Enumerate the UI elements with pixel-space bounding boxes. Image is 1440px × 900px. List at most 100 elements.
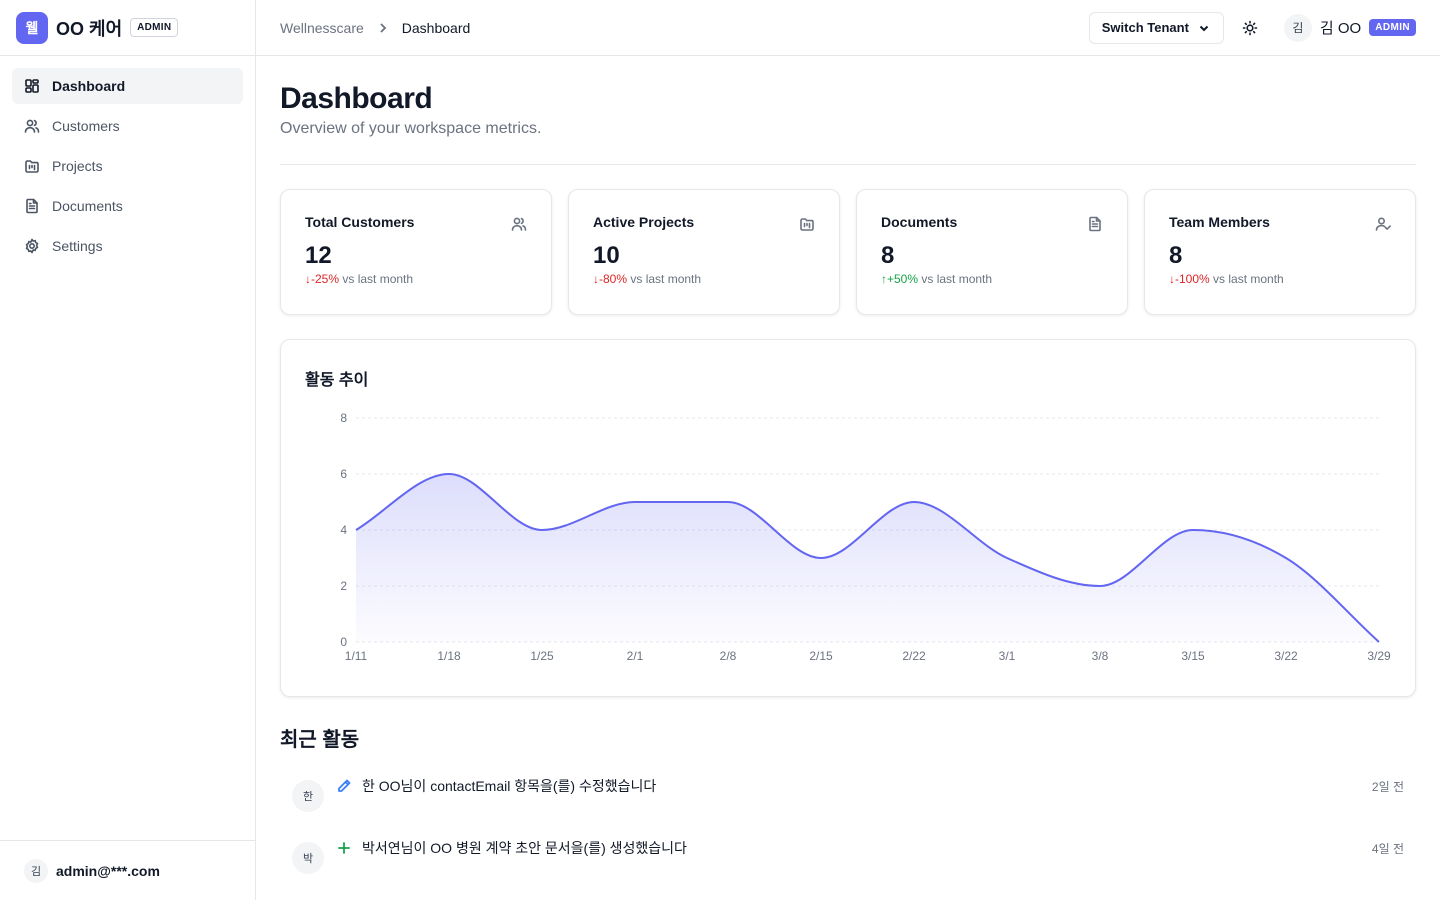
stat-change-value: +50%	[887, 272, 919, 286]
data-point	[354, 528, 358, 532]
activity-trend-card: 활동 추이 0 2 4 6 8 1/11 1/18 1/25 2/1 2/8 2/15 2/22 3/1…	[280, 339, 1416, 697]
activity-list: 한 한 OO님이 contactEmail 항목을(를) 수정했습니다 2일 전…	[280, 772, 1416, 896]
x-tick-label: 2/22	[902, 649, 926, 663]
data-point	[633, 500, 637, 504]
x-tick-label: 3/15	[1181, 649, 1205, 663]
avatar[interactable]: 김	[1283, 13, 1312, 42]
divider	[280, 164, 1416, 165]
activity-text: 한 OO님이 contactEmail 항목을(를) 수정했습니다	[362, 778, 657, 794]
x-tick-label: 2/1	[627, 649, 644, 663]
breadcrumb-root[interactable]: Wellnesscare	[280, 19, 364, 36]
breadcrumb: Wellnesscare Dashboard	[280, 20, 470, 36]
top-header: Wellnesscare Dashboard Switch Tenant 김 김…	[256, 0, 1440, 56]
sidebar-item-documents[interactable]: Documents	[12, 188, 243, 224]
series-area	[356, 474, 1379, 642]
data-point	[540, 528, 544, 532]
y-tick-label: 6	[340, 467, 347, 481]
sidebar-user[interactable]: 김 admin@***.com	[0, 840, 255, 900]
gear-icon	[25, 238, 39, 254]
arrow-up-icon: ↑	[881, 272, 887, 286]
data-point	[1191, 528, 1195, 532]
stat-label: Active Projects	[593, 214, 695, 230]
avatar: 박	[292, 842, 324, 874]
stat-change-value: -100%	[1175, 272, 1210, 286]
sidebar-item-customers[interactable]: Customers	[12, 108, 243, 144]
stat-card-team-members: Team Members 8 ↓-100% vs last month	[1144, 189, 1416, 315]
switch-tenant-label: Switch Tenant	[1101, 20, 1189, 35]
stat-value: 10	[593, 242, 620, 269]
page-title: Dashboard	[280, 82, 433, 115]
stat-label: Team Members	[1169, 214, 1270, 230]
data-point	[447, 472, 451, 476]
main-content: Dashboard Overview of your workspace met…	[280, 56, 1416, 896]
activity-time: 4일 전	[1371, 842, 1404, 856]
stat-change: ↓-25% vs last month	[305, 272, 527, 286]
x-tick-label: 1/18	[437, 649, 461, 663]
stat-card-active-projects: Active Projects 10 ↓-80% vs last month	[568, 189, 840, 315]
stat-value: 12	[305, 242, 332, 269]
users-icon	[24, 119, 40, 133]
page-subtitle: Overview of your workspace metrics.	[280, 120, 542, 137]
sun-icon	[1242, 20, 1258, 35]
pencil-icon	[336, 778, 352, 794]
breadcrumb-current: Dashboard	[401, 19, 471, 36]
stat-card-total-customers: Total Customers 12 ↓-25% vs last month	[280, 189, 552, 315]
data-point	[819, 556, 823, 560]
data-point	[912, 500, 916, 504]
chevron-right-icon	[376, 21, 390, 35]
sidebar: 웰 OO 케어 ADMIN Dashboard Customers Projec…	[0, 0, 256, 900]
activity-time: 2일 전	[1371, 780, 1404, 794]
x-tick-label: 3/1	[999, 649, 1016, 663]
stat-change-value: -80%	[599, 272, 628, 286]
layout-dashboard-icon	[25, 79, 39, 93]
y-tick-label: 2	[340, 579, 347, 593]
avatar: 한	[292, 780, 324, 812]
stat-card-documents: Documents 8 ↑+50% vs last month	[856, 189, 1128, 315]
stat-value: 8	[881, 242, 895, 269]
arrow-down-icon: ↓	[305, 272, 311, 286]
plus-icon	[336, 840, 352, 856]
x-tick-label: 1/11	[345, 649, 368, 663]
x-tick-label: 2/15	[809, 649, 833, 663]
brand-logo[interactable]: 웰	[16, 11, 48, 44]
stat-label: Documents	[881, 214, 958, 230]
list-item: 한 한 OO님이 contactEmail 항목을(를) 수정했습니다 2일 전	[280, 772, 1416, 834]
y-tick-label: 8	[340, 411, 347, 425]
stat-change-suffix: vs last month	[1213, 272, 1284, 286]
sidebar-item-label: Projects	[52, 158, 103, 174]
brand: 웰 OO 케어 ADMIN	[0, 0, 255, 56]
sidebar-item-label: Dashboard	[52, 78, 126, 94]
x-tick-label: 2/8	[720, 649, 737, 663]
sidebar-item-projects[interactable]: Projects	[12, 148, 243, 184]
theme-toggle-button[interactable]	[1234, 12, 1266, 44]
y-tick-label: 4	[340, 523, 347, 537]
data-point	[1005, 556, 1009, 560]
user-email: admin@***.com	[56, 862, 160, 879]
x-tick-label: 1/25	[530, 649, 554, 663]
sidebar-item-dashboard[interactable]: Dashboard	[12, 68, 243, 104]
list-item: 박 박서연님이 OO 병원 계약 초안 문서을(를) 생성했습니다 4일 전	[280, 834, 1416, 896]
stat-change-suffix: vs last month	[630, 272, 702, 286]
chart-title: 활동 추이	[305, 372, 369, 389]
data-point	[1377, 640, 1381, 644]
header-actions: Switch Tenant 김 김 OO ADMIN	[1088, 11, 1416, 44]
x-tick-label: 3/8	[1092, 649, 1109, 663]
stat-change-suffix: vs last month	[342, 272, 414, 286]
sidebar-item-settings[interactable]: Settings	[12, 228, 243, 264]
chevron-down-icon	[1199, 25, 1209, 31]
stat-change: ↓-80% vs last month	[593, 272, 815, 286]
file-text-icon	[1087, 216, 1103, 232]
series-line	[355, 472, 1380, 643]
role-badge: ADMIN	[1369, 19, 1416, 36]
stat-change: ↑+50% vs last month	[881, 272, 1103, 286]
x-tick-label: 3/29	[1367, 649, 1391, 663]
folder-kanban-icon	[25, 160, 39, 173]
sidebar-nav: Dashboard Customers Projects Documents S…	[0, 56, 255, 280]
stats-grid: Total Customers 12 ↓-25% vs last month A…	[280, 189, 1416, 315]
stat-change-value: -25%	[311, 272, 340, 286]
x-tick-label: 3/22	[1274, 649, 1298, 663]
switch-tenant-button[interactable]: Switch Tenant	[1088, 11, 1224, 44]
file-text-icon	[26, 198, 38, 214]
sidebar-item-label: Settings	[52, 238, 103, 254]
brand-name: OO 케어	[56, 18, 123, 39]
